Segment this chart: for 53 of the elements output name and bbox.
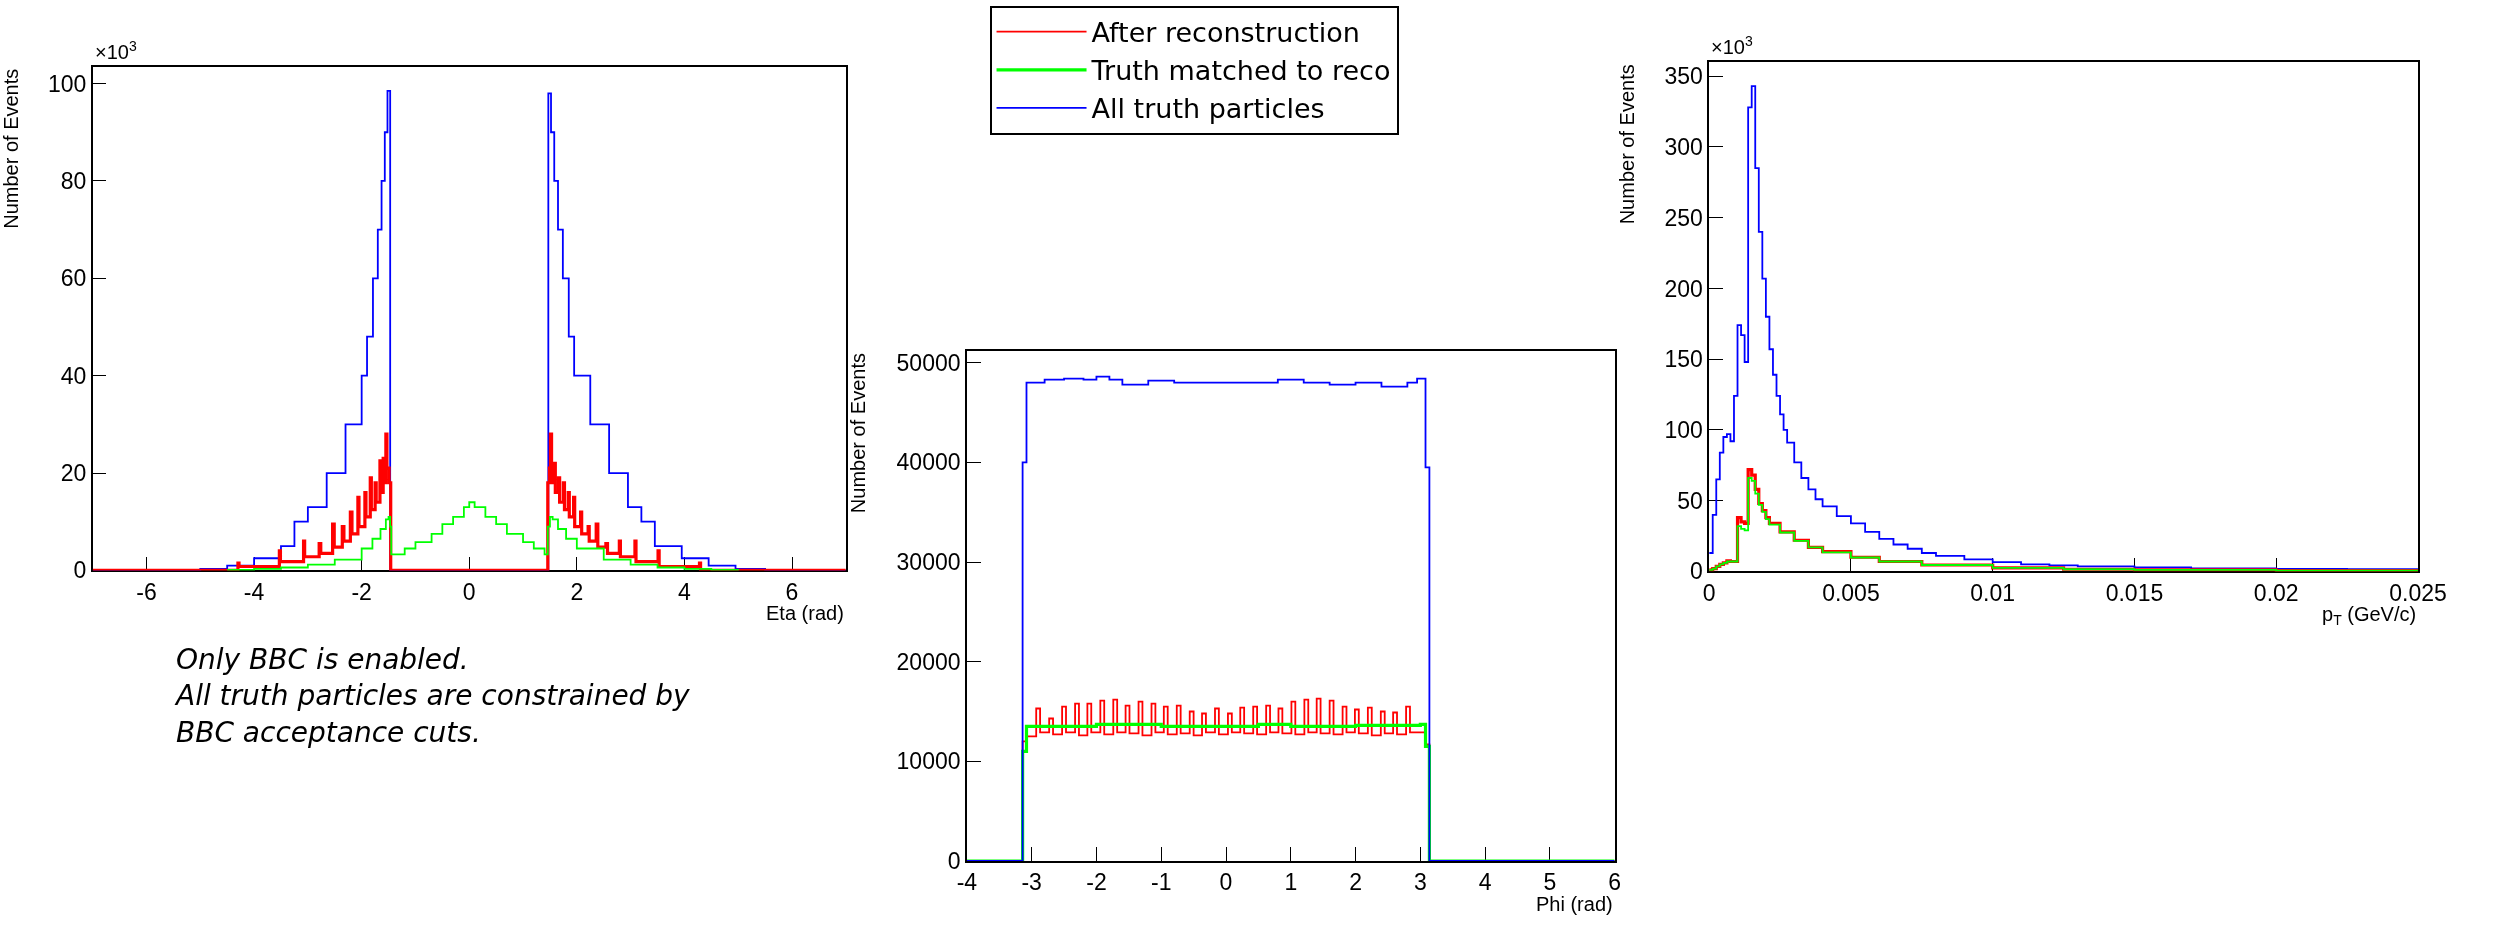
x-tick-label: 0 xyxy=(462,578,476,605)
y-tick-label: 0 xyxy=(1690,558,1703,585)
x-tick-label: 5 xyxy=(1543,869,1557,896)
y-axis-title: Number of Events xyxy=(846,353,869,514)
y-tick-label: 0 xyxy=(73,557,87,584)
y-tick-label: 200 xyxy=(1664,275,1703,302)
legend-label: Truth matched to reco xyxy=(1090,55,1391,87)
x-tick-label: 0 xyxy=(1219,869,1233,896)
y-tick-label: 300 xyxy=(1664,134,1703,161)
x-tick-label: -1 xyxy=(1150,869,1172,896)
x-tick-label: 0.005 xyxy=(1822,579,1880,606)
x-tick-label: 0.015 xyxy=(2105,579,2164,606)
y-tick-label: 50000 xyxy=(896,349,961,376)
y-tick-label: 20 xyxy=(60,460,87,487)
y-tick-label: 50 xyxy=(1677,487,1703,514)
x-tick-label: 1 xyxy=(1284,869,1298,896)
legend-label: All truth particles xyxy=(1091,93,1325,125)
y-tick-label: 150 xyxy=(1664,346,1703,373)
y-tick-label: 100 xyxy=(47,70,87,97)
text: ×10$^{3}$ xyxy=(95,38,137,64)
x-tick-label: 6 xyxy=(1608,869,1622,896)
text: Only BBC is enabled. All truth particles are constrained by BBC acceptance cuts. xyxy=(174,643,691,749)
x-tick-label: 0.025 xyxy=(2389,579,2447,606)
x-tick-label: 2 xyxy=(570,578,584,605)
x-axis-title: p$_{T}$ (GeV/c) xyxy=(2322,603,2417,629)
x-tick-label: 3 xyxy=(1413,869,1427,896)
x-tick-label: -2 xyxy=(1086,869,1107,896)
y-tick-label: 80 xyxy=(60,167,87,194)
y-tick-label: 250 xyxy=(1664,204,1703,231)
x-tick-label: 4 xyxy=(1478,869,1492,896)
x-axis-title: Phi (rad) xyxy=(1536,893,1613,915)
x-tick-label: 0.01 xyxy=(1970,579,2016,606)
y-tick-label: 40000 xyxy=(896,449,961,476)
y-tick-label: 100 xyxy=(1664,416,1703,443)
y-tick-label: 40 xyxy=(60,362,87,389)
y-tick-label: 10000 xyxy=(896,748,961,775)
text: ×10$^{3}$ xyxy=(1711,33,1753,59)
x-tick-label: 2 xyxy=(1349,869,1362,896)
x-tick-label: -6 xyxy=(136,578,157,605)
y-axis-title: Number of Events xyxy=(0,68,22,229)
x-tick-label: -2 xyxy=(351,578,372,605)
y-tick-label: 30000 xyxy=(896,549,961,576)
x-tick-label: 4 xyxy=(678,578,692,605)
x-tick-label: 6 xyxy=(785,578,799,605)
y-axis-title: Number of Events xyxy=(1616,64,1639,225)
x-tick-label: 0.02 xyxy=(2253,579,2299,606)
legend-label: After reconstruction xyxy=(1091,17,1360,49)
y-tick-label: 350 xyxy=(1664,63,1703,90)
x-tick-label: -4 xyxy=(243,578,265,605)
y-tick-label: 60 xyxy=(60,265,87,292)
x-tick-label: -3 xyxy=(1021,869,1042,896)
x-axis-title: Eta (rad) xyxy=(766,602,844,624)
y-tick-label: 20000 xyxy=(896,648,961,675)
